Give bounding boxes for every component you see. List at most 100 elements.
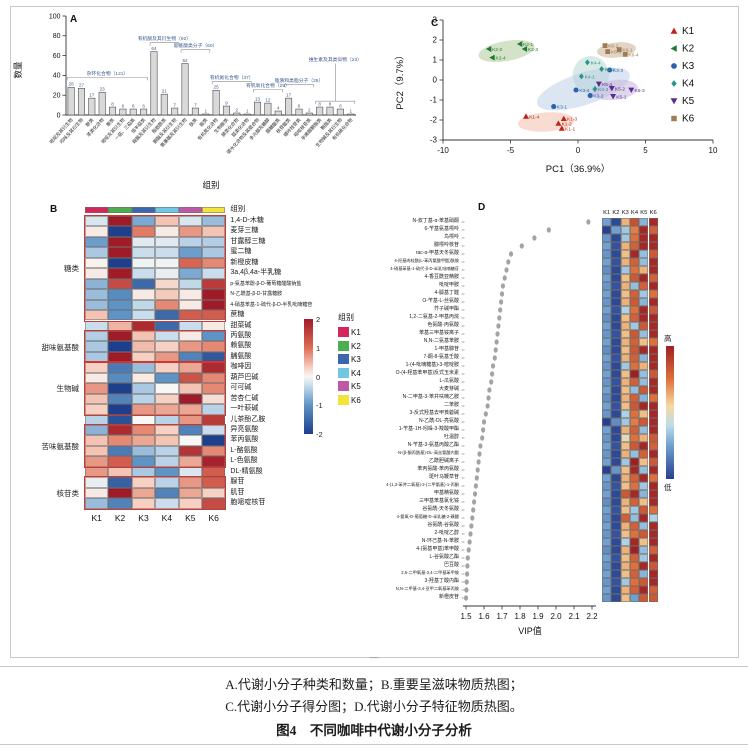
vip-row-label: N-乙酰-DL-亮氨酸 [419, 417, 459, 424]
vip-heatmap-cell [639, 474, 649, 482]
vip-heatmap-cell [620, 386, 630, 394]
vip-heatmap-column-label: K1 [603, 210, 611, 216]
bar [88, 97, 96, 116]
vip-heatmap-cell [602, 522, 612, 530]
vip-heatmap-cell [648, 506, 658, 514]
vip-row-label: N,N-二甲基-3,4-亚甲二氧基苯丙胺 [395, 585, 459, 591]
marker-triangle-left [521, 46, 528, 52]
heatmap-cell [108, 299, 132, 311]
heatmap-cell [108, 362, 132, 373]
vip-heatmap-cell [629, 282, 640, 290]
y-tick-label: 20 [53, 93, 61, 100]
vip-heatmap-cell [629, 410, 640, 418]
y-tick-label: 0 [57, 112, 61, 119]
legend-chip [338, 367, 349, 378]
vip-heatmap-cell [639, 250, 649, 258]
vip-heatmap-cell [611, 330, 621, 338]
heatmap-cell [108, 435, 132, 446]
heatmap-row-label: 苦杏仁碱 [230, 394, 259, 402]
bar [274, 110, 282, 116]
vip-row-label: 6-苄基氨基嘌呤 [424, 225, 459, 232]
bar [181, 63, 189, 116]
vip-row-label: N-二甲基-3-苯并呋喃乙胺 [402, 393, 459, 400]
sample-label: K2-3 [528, 47, 538, 53]
x-tick-label: -10 [437, 146, 449, 155]
heatmap-row-label: 腺苷 [230, 478, 245, 486]
bar-value-label: 8 [318, 101, 321, 106]
heatmap-row-label: 甜菜碱 [230, 321, 252, 329]
vip-heatmap-cell [629, 514, 640, 522]
heatmap-cell [108, 226, 132, 237]
vip-heatmap-cell [629, 466, 640, 474]
heatmap-cell [155, 341, 179, 352]
vip-heatmap-cell [648, 282, 658, 290]
heatmap-cell [131, 330, 156, 342]
vip-heatmap-cell [648, 562, 658, 570]
sample-label: K3-2 [593, 94, 603, 100]
vip-heatmap-cell [648, 386, 658, 394]
bar-value-label: 6 [132, 103, 135, 108]
vip-dot [464, 587, 469, 593]
vip-heatmap-cell [602, 506, 612, 514]
vip-heatmap-cell [602, 354, 612, 362]
heatmap-cell [85, 456, 109, 467]
vip-heatmap-cell [602, 410, 612, 418]
vip-row-label: 吡啶甲胺 [438, 281, 459, 288]
vip-heatmap-cell [602, 578, 612, 586]
vip-dot [489, 379, 494, 385]
vip-heatmap-cell [639, 538, 649, 546]
vip-heatmap-cell [648, 354, 658, 362]
vip-heatmap-cell [648, 322, 658, 330]
bar [347, 113, 355, 116]
vip-dot [532, 235, 537, 241]
vip-heatmap-cell [629, 562, 640, 570]
heatmap-cell [202, 310, 226, 321]
vip-heatmap-cell [611, 530, 621, 538]
vip-x-tick-label: 1.9 [532, 612, 544, 621]
heatmap-cell [108, 268, 132, 279]
legend-chip-label: K3 [351, 355, 361, 364]
vip-heatmap-cell [648, 466, 658, 474]
vip-heatmap-cell [648, 234, 658, 242]
heatmap-cell [155, 456, 179, 467]
bar-value-label: 21 [162, 89, 168, 94]
vip-heatmap-cell [611, 322, 621, 330]
heatmap-cell [108, 393, 132, 405]
vip-heatmap-cell [611, 538, 621, 546]
group-strip-cell [155, 207, 179, 213]
heatmap-cell [85, 498, 109, 509]
heatmap-cell [178, 414, 202, 425]
heatmap-cell [85, 299, 109, 311]
vip-dot [499, 299, 504, 305]
vip-heatmap-cell [639, 290, 649, 298]
vip-heatmap-cell [629, 586, 640, 594]
bar-value-label: 23 [100, 87, 106, 92]
vip-row-label: 3-羟基丁酸内酯 [424, 577, 459, 584]
vip-heatmap-cell [639, 466, 649, 474]
heatmap-cell [131, 341, 156, 352]
heatmap-column-label: K1 [91, 512, 102, 523]
bar-value-label: 6 [142, 103, 145, 108]
vip-row-label: N-叔丁基-α-苯基硝酮 [412, 217, 460, 224]
vip-x-tick-label: 2.0 [550, 612, 562, 621]
heatmap-cell [155, 425, 179, 436]
panel-c-letter: C [431, 18, 439, 29]
bar-value-label: 6 [122, 103, 125, 108]
pca-svg: -10 -5 0 5 10-3-2-10123PC1（36.9%）PC2（9.7%）K1… [394, 16, 718, 175]
heatmap-cell [155, 289, 179, 300]
heatmap-cell [85, 289, 109, 300]
vip-heatmap-cell [639, 530, 649, 538]
heatmap-cell [202, 383, 226, 394]
heatmap-cell [85, 257, 109, 269]
heatmap-cell [202, 216, 226, 227]
bar-value-label: 4 [277, 105, 280, 110]
marker-triangle-up [560, 115, 567, 121]
bar-value-label: 52 [182, 58, 188, 63]
heatmap-cell [202, 414, 226, 425]
marker-triangle-left [516, 41, 523, 47]
bracket-label: 有机氧化合物（29） [246, 82, 290, 89]
vip-heatmap-cell [602, 258, 612, 266]
vip-heatmap-cell [648, 458, 658, 466]
vip-heatmap-cell [639, 362, 649, 370]
vip-heatmap-cell [602, 346, 612, 354]
